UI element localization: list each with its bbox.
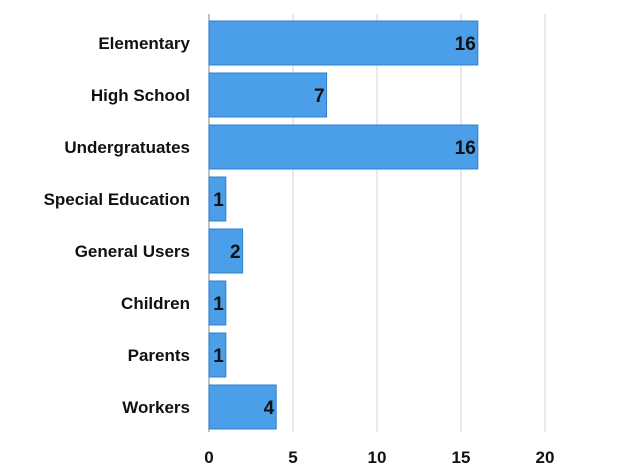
category-labels: Elementary High School Undergratuates Speci… — [44, 34, 191, 417]
x-tick-label: 15 — [452, 448, 471, 467]
bar-parents — [208, 332, 227, 378]
data-label: 7 — [314, 86, 325, 107]
x-tick-label: 10 — [368, 448, 387, 467]
value-labels: 16 7 16 1 2 1 1 4 — [213, 34, 476, 419]
category-label: Elementary — [98, 34, 190, 53]
data-label: 4 — [264, 398, 275, 419]
x-tick-label: 20 — [536, 448, 555, 467]
category-label: Parents — [128, 346, 190, 365]
bar-high-school — [208, 72, 328, 118]
data-label: 16 — [455, 34, 476, 55]
bar-children — [208, 280, 227, 326]
bar-general-users — [208, 228, 244, 274]
category-label: Special Education — [44, 190, 190, 209]
category-label: Workers — [122, 398, 190, 417]
category-label: Undergratuates — [64, 138, 190, 157]
bar-undergratuates — [208, 124, 479, 170]
category-label: High School — [91, 86, 190, 105]
category-label: General Users — [75, 242, 190, 261]
data-label: 16 — [455, 138, 476, 159]
x-tick-label: 0 — [204, 448, 213, 467]
bar-special-education — [208, 176, 227, 222]
data-label: 1 — [213, 346, 224, 367]
category-label: Children — [121, 294, 190, 313]
data-label: 1 — [213, 190, 224, 211]
bar-elementary — [208, 20, 479, 66]
bars — [208, 20, 479, 430]
x-tick-label: 5 — [288, 448, 297, 467]
x-axis-tick-labels: 0 5 10 15 20 — [204, 448, 554, 467]
data-label: 2 — [230, 242, 241, 263]
data-label: 1 — [213, 294, 224, 315]
bar-workers — [208, 384, 277, 430]
